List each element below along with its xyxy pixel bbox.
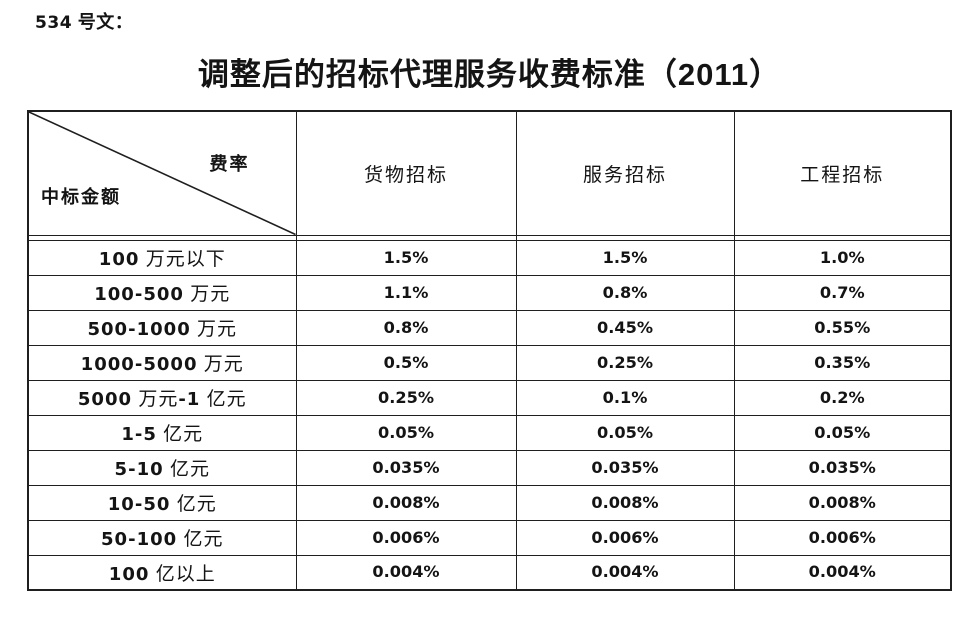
rate-value: 1.0% [733,239,952,276]
rate-value: 0.004% [515,554,735,591]
column-header-goods: 货物招标 [295,110,517,236]
amount-range-label: 50-100 亿元 [27,519,297,556]
amount-range-label: 5-10 亿元 [27,449,297,486]
amount-range-label: 100 万元以下 [27,239,297,276]
table-row: 1000-5000 万元 0.5% 0.25% 0.35% [27,344,952,381]
rate-value: 0.006% [295,519,517,556]
fee-table-container: 费率 中标金额 货物招标 服务招标 工程招标 100 万元以下 1.5% 1.5% 1… [27,110,952,591]
rate-value: 0.8% [295,309,517,346]
rate-value: 0.004% [733,554,952,591]
amount-range-label: 1-5 亿元 [27,414,297,451]
rate-value: 0.5% [295,344,517,381]
amount-range-label: 100-500 万元 [27,274,297,311]
table-row: 100 亿以上 0.004% 0.004% 0.004% [27,554,952,591]
rate-value: 0.2% [733,379,952,416]
rate-value: 0.008% [733,484,952,521]
corner-label-rate: 费率 [209,154,250,174]
rate-value: 0.05% [295,414,517,451]
rate-value: 1.5% [295,239,517,276]
rate-value: 0.35% [733,344,952,381]
table-row: 100 万元以下 1.5% 1.5% 1.0% [27,239,952,276]
amount-range-label: 100 亿以上 [27,554,297,591]
amount-range-label: 500-1000 万元 [27,309,297,346]
rate-value: 1.5% [515,239,735,276]
rate-value: 0.006% [515,519,735,556]
corner-label-amount: 中标金额 [41,186,121,207]
table-row: 50-100 亿元 0.006% 0.006% 0.006% [27,519,952,556]
rate-value: 0.035% [295,449,517,486]
column-header-services: 服务招标 [515,110,735,236]
rate-value: 0.45% [515,309,735,346]
fee-table: 费率 中标金额 货物招标 服务招标 工程招标 100 万元以下 1.5% 1.5% 1… [27,110,952,591]
table-row: 5-10 亿元 0.035% 0.035% 0.035% [27,449,952,486]
rate-value: 1.1% [295,274,517,311]
page-title: 调整后的招标代理服务收费标准（2011） [197,57,782,92]
table-row: 1-5 亿元 0.05% 0.05% 0.05% [27,414,952,451]
doc-number-label: 534 号文： [35,12,134,33]
column-header-engineering: 工程招标 [733,110,952,236]
rate-value: 0.008% [295,484,517,521]
table-row: 100-500 万元 1.1% 0.8% 0.7% [27,274,952,311]
diagonal-line [29,112,296,235]
rate-value: 0.7% [733,274,952,311]
amount-range-label: 5000 万元-1 亿元 [27,379,297,416]
table-row: 500-1000 万元 0.8% 0.45% 0.55% [27,309,952,346]
rate-value: 0.8% [515,274,735,311]
rate-value: 0.05% [515,414,735,451]
table-body: 100 万元以下 1.5% 1.5% 1.0% 100-500 万元 1.1% 0.8% 0.… [27,239,952,591]
table-row: 10-50 亿元 0.008% 0.008% 0.008% [27,484,952,521]
corner-header-cell: 费率 中标金额 [27,110,297,236]
rate-value: 0.035% [733,449,952,486]
rate-value: 0.25% [295,379,517,416]
rate-value: 0.004% [295,554,517,591]
rate-value: 0.55% [733,309,952,346]
rate-value: 0.035% [515,449,735,486]
amount-range-label: 1000-5000 万元 [27,344,297,381]
table-row: 5000 万元-1 亿元 0.25% 0.1% 0.2% [27,379,952,416]
rate-value: 0.008% [515,484,735,521]
rate-value: 0.1% [515,379,735,416]
rate-value: 0.05% [733,414,952,451]
amount-range-label: 10-50 亿元 [27,484,297,521]
rate-value: 0.006% [733,519,952,556]
table-header-row: 费率 中标金额 货物招标 服务招标 工程招标 [27,110,952,236]
rate-value: 0.25% [515,344,735,381]
